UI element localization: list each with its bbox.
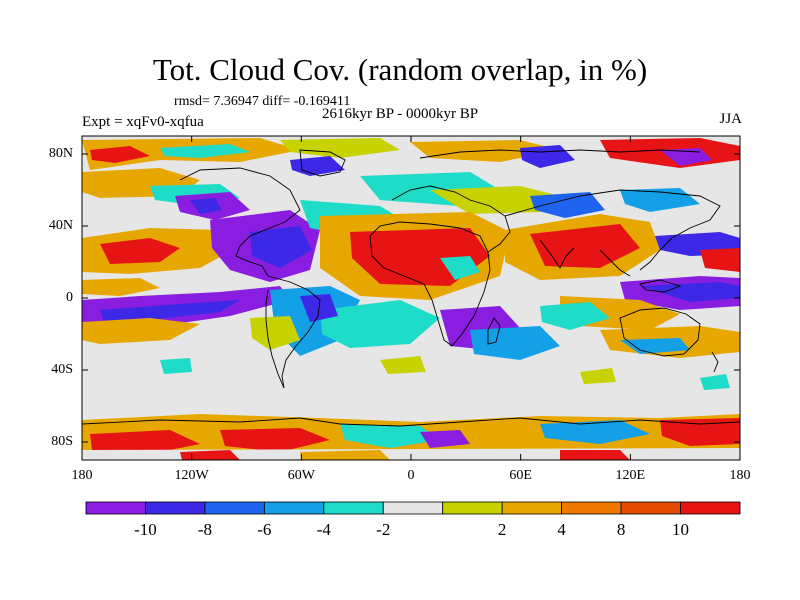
coastline (299, 149, 346, 177)
anomaly-patch (380, 356, 426, 374)
coastline (267, 275, 321, 389)
anomaly-patch (700, 374, 730, 390)
anomaly-patch (250, 226, 312, 268)
colorbar-swatch (145, 501, 206, 515)
colorbar-tick-label: 10 (672, 520, 690, 539)
anomaly-patch (280, 138, 400, 158)
season-label: JJA (719, 111, 742, 127)
coastline (391, 185, 511, 253)
lon-tick-marks (81, 136, 741, 460)
anomaly-patch (100, 300, 240, 322)
coastline (599, 249, 631, 277)
colorbar-swatch (620, 501, 681, 515)
experiment-label: Expt = xqFv0-xqfua (82, 114, 204, 130)
colorbar-tick-label: -6 (257, 520, 272, 539)
colorbar (85, 501, 741, 515)
colorbar-swatch (442, 501, 503, 515)
anomaly-patch (540, 302, 610, 330)
anomaly-patch (640, 282, 740, 302)
colorbar-swatch (382, 501, 444, 515)
anomaly-patch (560, 450, 630, 460)
coastline (179, 167, 301, 277)
lat-tick-label: 40N (48, 218, 73, 233)
lon-tick-label: 180 (71, 468, 93, 483)
anomaly-patch (430, 186, 560, 214)
anomaly-patch (420, 430, 470, 448)
lat-tick-label: 40S (51, 362, 73, 377)
coastline (504, 189, 721, 271)
lat-tick-label: 0 (66, 290, 73, 305)
lon-tick-label: 60E (509, 468, 532, 483)
colorbar-tick-label: -2 (376, 520, 391, 539)
anomaly-patch (580, 368, 616, 384)
colorbar-tick-label: -4 (316, 520, 331, 539)
anomaly-patch (160, 358, 192, 374)
anomaly-patch (90, 146, 150, 163)
colorbar-tick-label: 2 (497, 520, 507, 539)
anomaly-patch (220, 428, 330, 452)
colorbar-tick-label: 4 (557, 520, 566, 539)
anomaly-patch (660, 418, 740, 446)
anomaly-patch (160, 144, 250, 158)
anomaly-patch (320, 300, 440, 348)
lat-tick-marks (82, 153, 740, 443)
colorbar-swatch (501, 501, 563, 515)
anomaly-patch (530, 224, 640, 268)
anomaly-patch (660, 148, 712, 166)
anomaly-patch (100, 238, 180, 264)
lon-tick-label: 120E (615, 468, 646, 483)
coastline (619, 307, 701, 357)
colorbar-swatch (263, 501, 325, 515)
anomaly-patch (90, 430, 200, 454)
lon-tick-label: 60W (287, 468, 315, 483)
colorbar-swatch (680, 501, 741, 515)
anomaly-patch (530, 192, 605, 218)
colorbar-tick-label: -10 (134, 520, 157, 539)
rmsd-diff-stats: rmsd= 7.36947 diff= -0.169411 (174, 94, 351, 109)
anomaly-patch (82, 278, 160, 296)
lon-tick-label: 0 (407, 468, 415, 483)
anomaly-patch (190, 198, 222, 214)
coastline (369, 221, 491, 347)
coastline (539, 239, 575, 269)
colorbar-tick-label: 8 (616, 520, 626, 539)
anomaly-patch (180, 450, 240, 460)
coastline (639, 279, 682, 293)
anomaly-patch (540, 420, 650, 444)
lon-tick-label: 180 (729, 468, 751, 483)
lat-tick-label: 80N (48, 146, 73, 161)
colorbar-tick-label: -8 (197, 520, 212, 539)
lat-tick-label: 80S (51, 434, 73, 449)
anomaly-patch (300, 450, 390, 460)
lon-tick-label: 120W (174, 468, 209, 483)
anomaly-patch (340, 424, 440, 448)
colorbar-swatch (323, 501, 384, 515)
anomaly-patch (250, 316, 300, 350)
anomaly-patch (700, 248, 740, 272)
coastlines (82, 149, 740, 427)
anomaly-patch (82, 318, 200, 344)
period-label: 2616kyr BP - 0000kyr BP (322, 106, 479, 122)
coastline (265, 289, 285, 389)
coastline (487, 317, 501, 345)
anomaly-patch (440, 256, 480, 280)
colorbar-swatch (85, 501, 146, 515)
anomaly-patch (620, 338, 690, 354)
plot-title: Tot. Cloud Cov. (random overlap, in %) (152, 52, 648, 87)
coastline (711, 351, 719, 373)
anomaly-field (82, 138, 740, 460)
coastline (82, 417, 740, 427)
anomaly-patch (470, 326, 560, 360)
colorbar-swatch (204, 501, 265, 515)
colorbar-swatch (561, 501, 622, 515)
coastline (419, 149, 701, 159)
